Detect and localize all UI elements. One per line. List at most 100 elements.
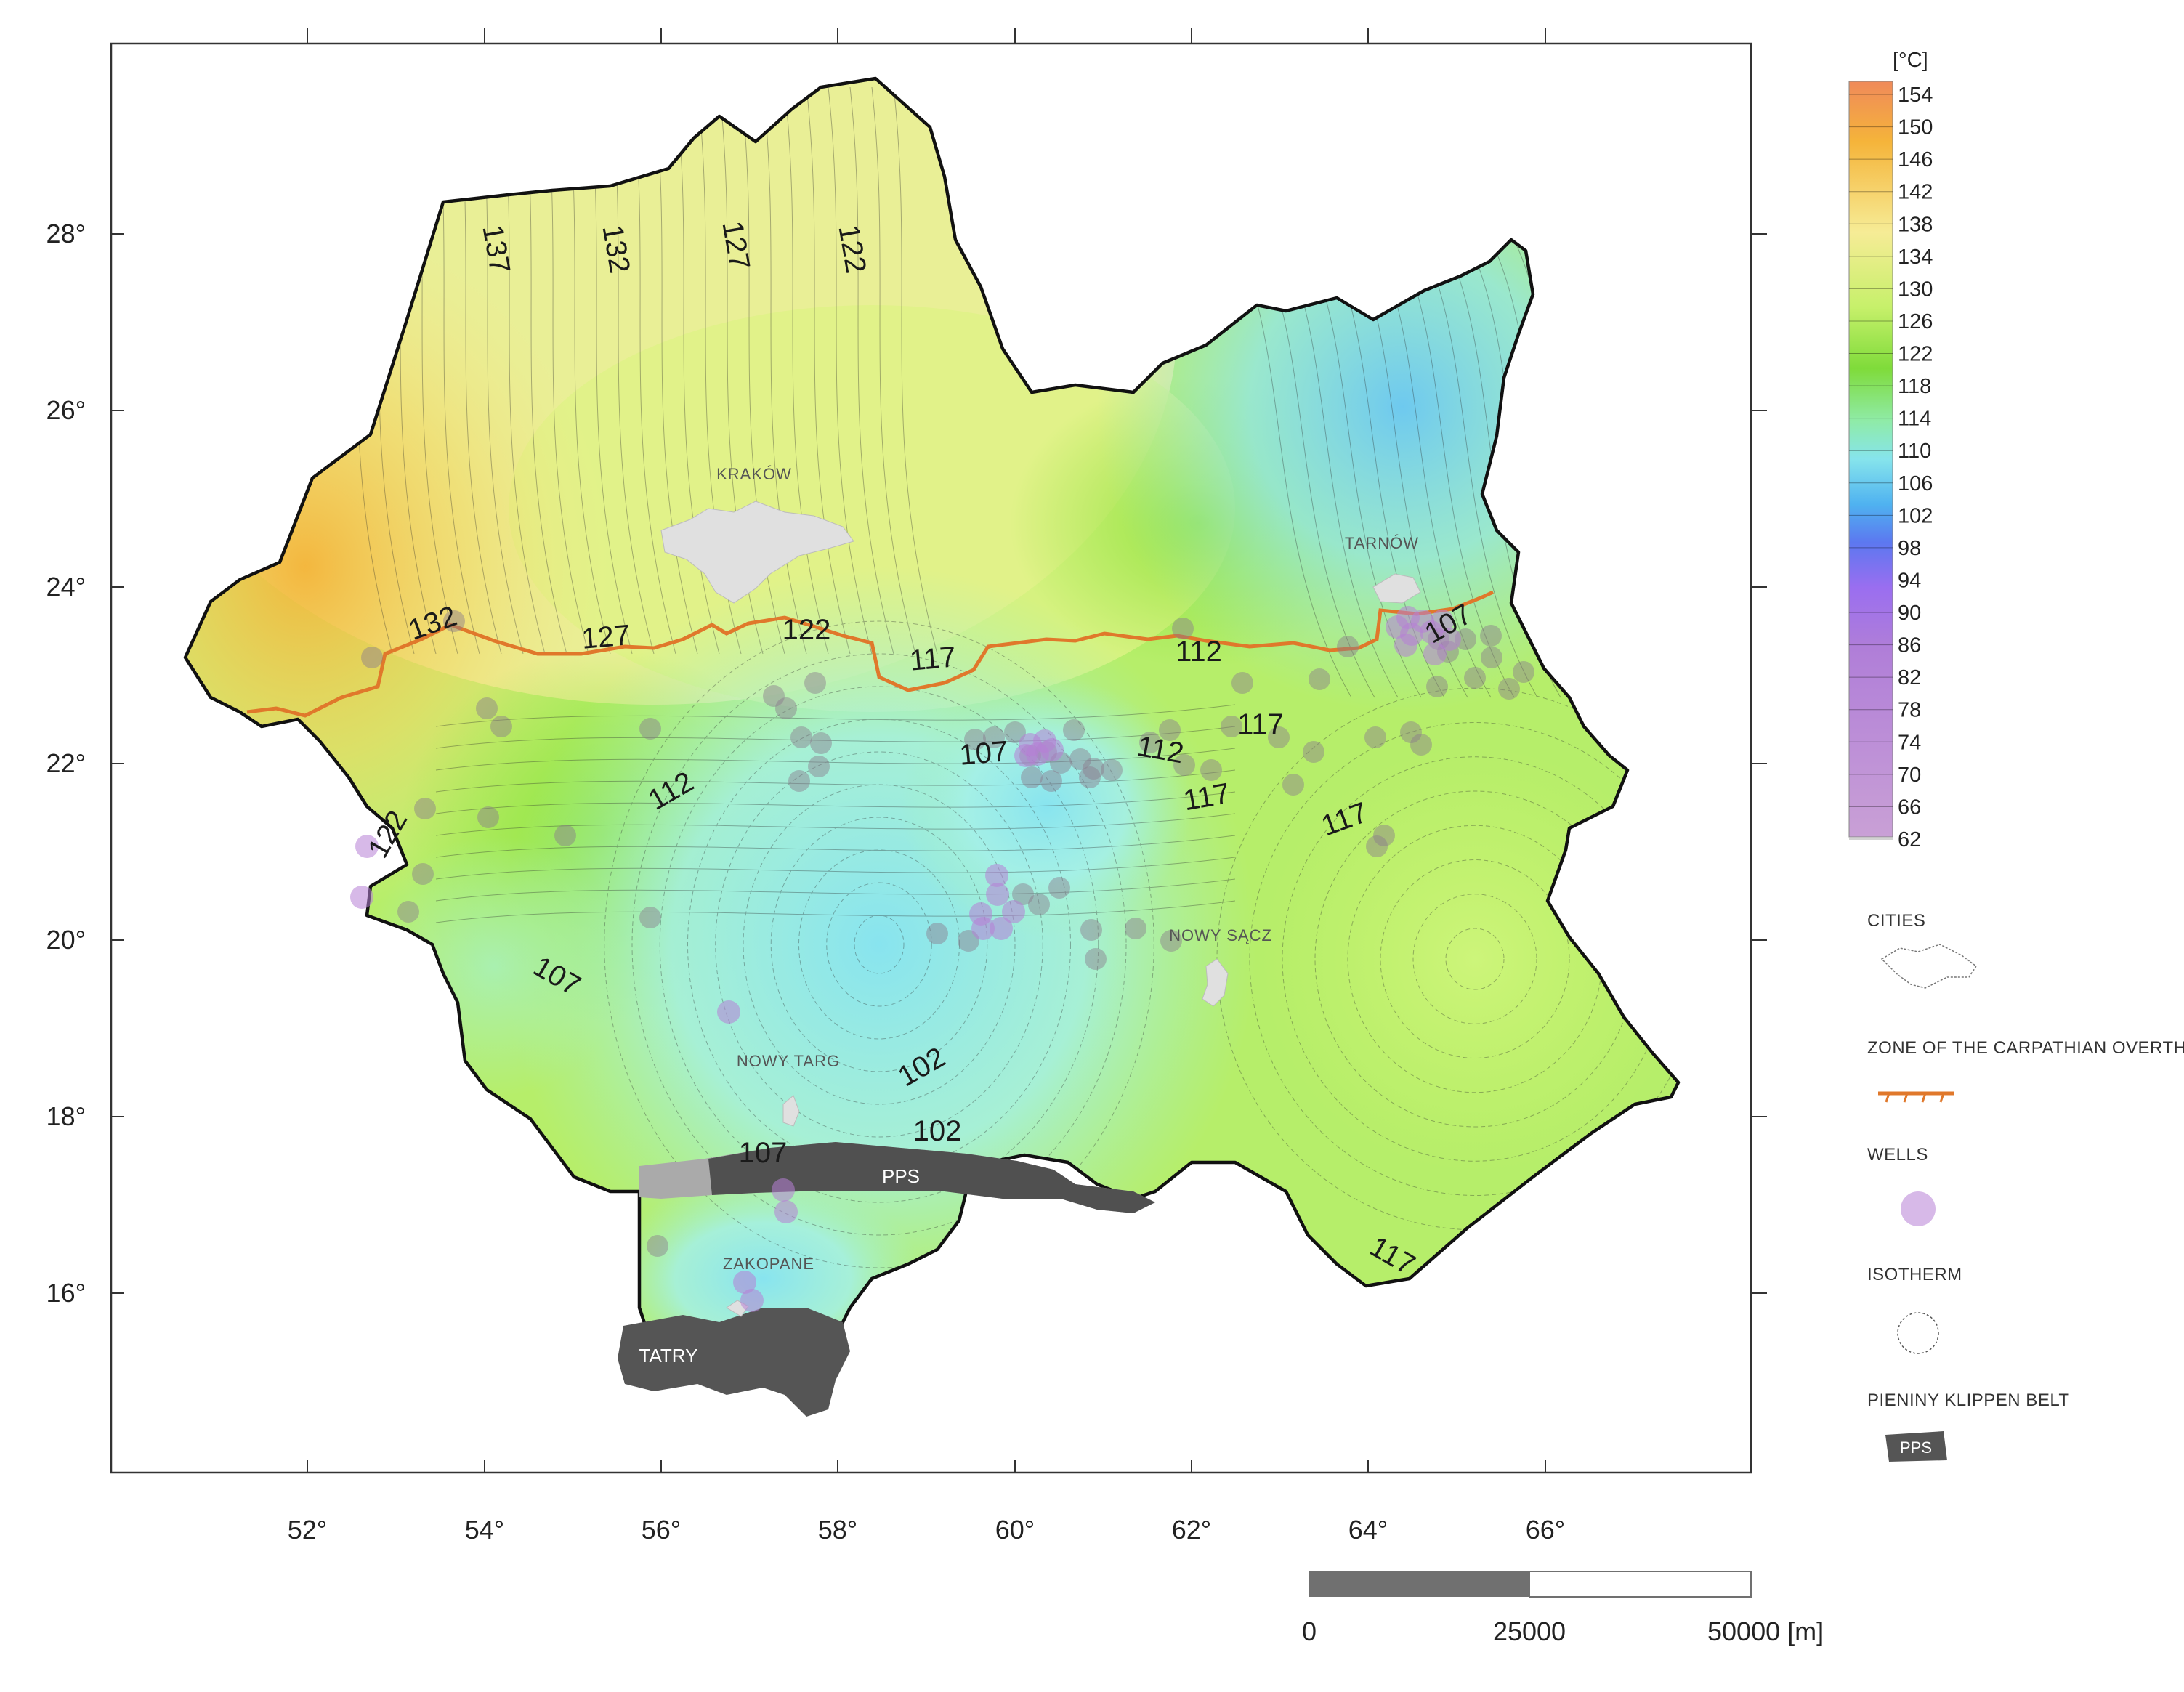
well-marker [763,685,785,707]
well-marker [1012,883,1034,905]
x-tick-label: 54° [465,1515,504,1545]
colorbar-tick-label: 134 [1898,246,1933,269]
well-marker [1423,642,1447,665]
well-marker [639,718,661,740]
well-marker [740,1289,764,1312]
legend-isotherm-label: ISOTHERM [1867,1265,1962,1284]
city-label: NOWY SĄCZ [1169,926,1272,944]
colorbar [1848,81,1893,838]
well-marker [1063,719,1085,741]
well-marker [1079,766,1101,788]
well-marker [1139,732,1161,753]
well-marker [1159,719,1181,741]
colorbar-tick-label: 114 [1898,408,1931,431]
overthrust-line [246,590,1495,718]
well-marker [964,729,986,750]
well-marker [1004,721,1026,743]
contour-label: 117 [908,641,957,676]
well-marker [1400,721,1422,743]
colorbar-tick-label: 82 [1898,666,1921,689]
scalebar-label-0: 0 [1302,1616,1317,1646]
pps-label: PPS [882,1165,920,1187]
x-tick-label: 64° [1348,1515,1388,1545]
well-marker [1069,748,1091,770]
colorbar-tick-label: 150 [1898,116,1933,139]
region-border [183,76,1681,1368]
colorbar-tick-label: 106 [1898,472,1933,495]
well-marker [1085,948,1107,970]
well-marker [1080,919,1102,941]
well-marker [1040,738,1064,761]
well-marker [1394,634,1417,657]
well-marker [790,726,812,748]
well-marker [717,1000,740,1024]
well-marker [1173,754,1195,776]
well-marker [1410,734,1432,756]
well-marker [1498,678,1520,700]
well-marker [1431,610,1454,633]
colorbar-tick-label: 102 [1898,504,1933,527]
well-marker [804,672,826,694]
axis-ticks: 52° 54° 56° 58° 60° 62° 64° 66° 28° 26° 24° 22° 20° 1… [46,28,1767,1545]
colorbar-tick-label: 118 [1898,375,1931,398]
colorbar-tick-label: 130 [1898,278,1933,301]
well-marker [361,647,383,668]
legend-cities-swatch [1880,944,1978,989]
well-marker [1040,770,1062,792]
city-nowy-targ [782,1095,800,1127]
colorbar-tick-label: 126 [1898,310,1933,333]
colorbar-tick-label: 122 [1898,343,1933,366]
colorbar-tick-label: 146 [1898,148,1933,171]
well-marker [1373,825,1395,846]
contour-label: 122 [782,614,831,646]
colorbar-tick-label: 78 [1898,699,1921,722]
colorbar-tick-label: 154 [1898,84,1933,107]
legend-isotherm-swatch [1897,1312,1939,1354]
well-marker [1268,726,1290,748]
well-marker [1014,744,1038,767]
city-label: NOWY TARG [737,1052,840,1070]
well-marker [1125,918,1146,939]
y-tick-label: 26° [46,395,86,425]
legend-pps-text: PPS [1900,1438,1932,1457]
x-tick-label: 58° [818,1515,857,1545]
well-marker [1426,676,1448,697]
legend-pieniny-label: PIENINY KLIPPEN BELT [1867,1391,2070,1410]
x-tick-label: 60° [995,1515,1035,1545]
contour-label: 112 [1135,730,1186,769]
well-marker [1481,647,1502,668]
y-tick-label: 24° [46,572,86,602]
colorbar-tick-label: 62 [1898,828,1921,851]
city-labels: KRAKÓW TARNÓW NOWY SĄCZ NOWY TARG ZAKOPANE [716,465,1418,1273]
well-marker [1221,716,1242,737]
colorbar-ticks: 154 150 146 142 138 134 130 126 122 118 114 110 106 1… [1898,84,1933,851]
well-marker [971,917,995,940]
city-nowy-sacz [1202,958,1229,1007]
well-marker [808,756,830,777]
legend-overthrust-ticks [1885,1093,1945,1103]
x-tick-label: 62° [1172,1515,1211,1545]
scalebar-dark [1309,1571,1529,1597]
well-marker [772,1178,795,1202]
scalebar-label-2: 50000 [m] [1707,1616,1824,1646]
legend-cities-label: CITIES [1867,911,1925,931]
x-tick-label: 52° [288,1515,327,1545]
scalebar-label-1: 25000 [1493,1616,1566,1646]
well-marker [1160,930,1182,952]
colorbar-tick-label: 74 [1898,731,1921,754]
y-tick-label: 28° [46,219,86,248]
well-marker [477,806,499,828]
contour-label: 117 [1181,777,1232,817]
y-tick-label: 22° [46,748,86,778]
well-marker [414,798,436,819]
well-marker [1231,672,1253,694]
city-label: ZAKOPANE [723,1255,814,1273]
well-marker [1464,667,1486,689]
well-marker [1083,758,1104,780]
contour-label: 102 [913,1115,962,1147]
colorbar-tick-label: 70 [1898,764,1921,787]
city-krakow [660,501,854,604]
well-marker [1200,759,1222,781]
legend-pps-swatch [1885,1431,1947,1462]
colorbar-tick-label: 94 [1898,569,1921,592]
